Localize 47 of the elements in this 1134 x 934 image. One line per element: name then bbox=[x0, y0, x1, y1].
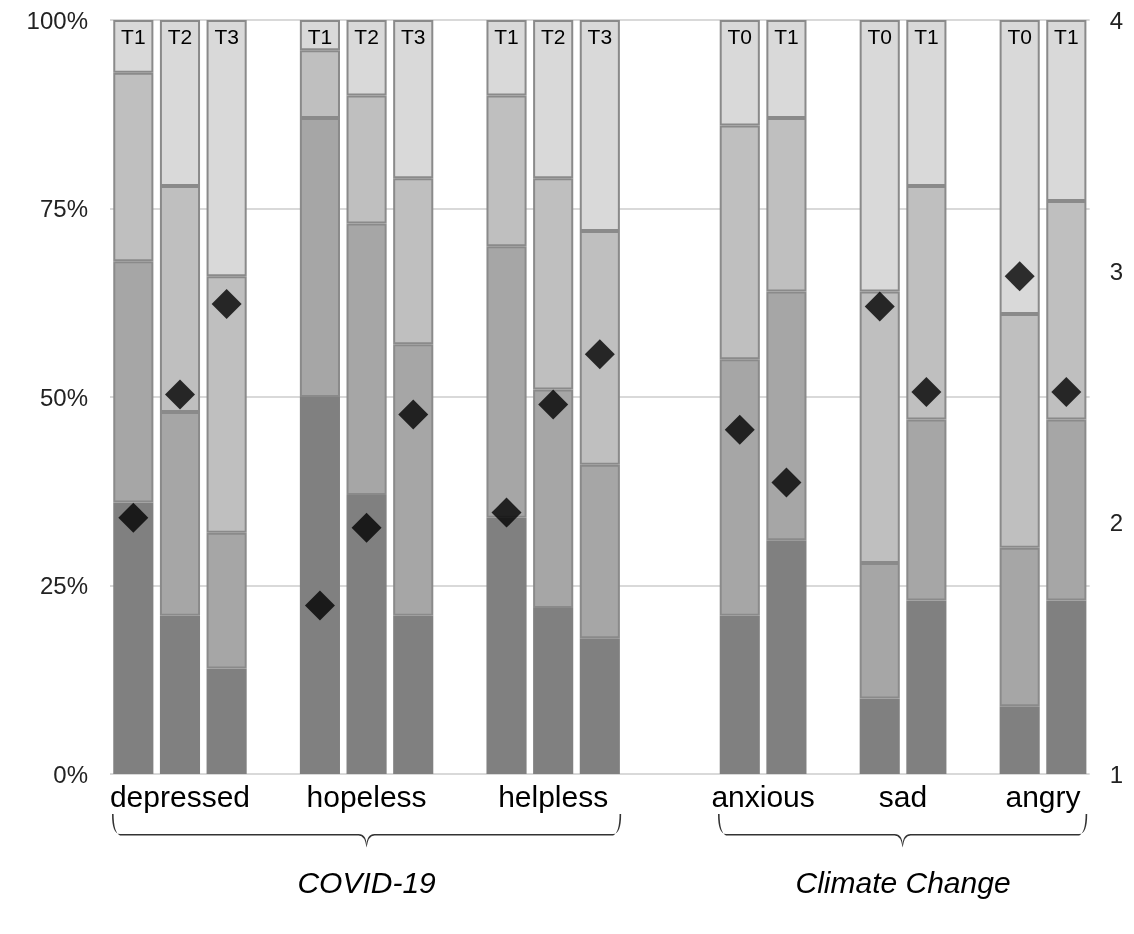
point bbox=[1051, 376, 1082, 407]
point bbox=[864, 291, 895, 322]
point bbox=[491, 497, 522, 528]
point bbox=[911, 376, 942, 407]
point bbox=[771, 467, 802, 498]
point bbox=[351, 512, 382, 543]
x-tick-label: T1 bbox=[774, 25, 799, 48]
x-tick-label: T2 bbox=[167, 25, 193, 48]
point bbox=[304, 590, 335, 621]
y-tick-label: 75% bbox=[39, 195, 88, 222]
y2-tick-label: 3 bbox=[1109, 257, 1124, 285]
text: angry bbox=[1005, 780, 1081, 813]
text: hopeless bbox=[305, 780, 428, 814]
point bbox=[211, 289, 242, 320]
point bbox=[118, 502, 149, 533]
point bbox=[1004, 261, 1035, 292]
x-tick-label: T0 bbox=[727, 25, 753, 48]
point bbox=[584, 339, 615, 370]
y2-tick-label: 4 bbox=[1109, 6, 1124, 34]
point bbox=[538, 389, 569, 420]
x-tick-label: T0 bbox=[1007, 25, 1032, 48]
x-tick-label: T3 bbox=[587, 25, 613, 48]
x-tick-label: T1 bbox=[494, 25, 519, 48]
x-tick-label: T1 bbox=[307, 25, 333, 48]
y-tick-label: 50% bbox=[39, 383, 88, 411]
x-tick-label: T3 bbox=[214, 25, 239, 48]
y-tick-label: 100% bbox=[26, 6, 88, 34]
y-tick-label: 25% bbox=[39, 572, 88, 599]
x-tick-label: T0 bbox=[867, 25, 892, 48]
x-tick-label: T1 bbox=[121, 25, 146, 48]
x-tick-label: T2 bbox=[540, 25, 566, 48]
x-tick-label: T1 bbox=[1054, 25, 1079, 48]
x-tick-label: T2 bbox=[354, 25, 379, 48]
point bbox=[164, 379, 195, 410]
x-tick-label: T1 bbox=[914, 25, 939, 48]
text: COVID-19 bbox=[296, 866, 437, 900]
y2-tick-label: 2 bbox=[1109, 509, 1124, 537]
y2-tick-label: 1 bbox=[1109, 760, 1124, 788]
text: sad bbox=[878, 780, 928, 813]
text: helpless bbox=[497, 780, 610, 814]
text: anxious bbox=[710, 780, 816, 814]
point bbox=[398, 399, 429, 430]
text: Climate Change bbox=[794, 866, 1012, 900]
point bbox=[724, 414, 755, 445]
text: depressed bbox=[109, 780, 251, 813]
x-tick-label: T3 bbox=[400, 25, 426, 48]
y-tick-label: 0% bbox=[53, 760, 88, 788]
